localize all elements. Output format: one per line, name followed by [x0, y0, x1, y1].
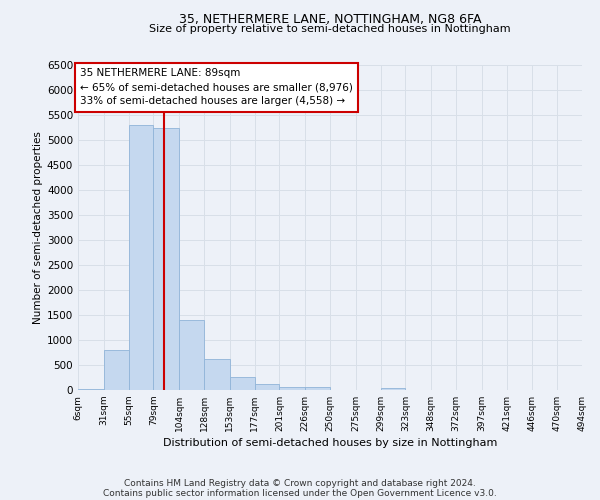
Text: Contains public sector information licensed under the Open Government Licence v3: Contains public sector information licen…: [103, 488, 497, 498]
Bar: [128, 125, 154, 390]
Text: Contains HM Land Registry data © Crown copyright and database right 2024.: Contains HM Land Registry data © Crown c…: [124, 478, 476, 488]
Bar: [204, 359, 230, 390]
Bar: [78, 388, 104, 390]
Bar: [154, 128, 179, 390]
Bar: [280, 387, 305, 390]
Bar: [104, 350, 128, 390]
Text: 35 NETHERMERE LANE: 89sqm
← 65% of semi-detached houses are smaller (8,976)
33% : 35 NETHERMERE LANE: 89sqm ← 65% of semi-…: [80, 68, 353, 106]
Text: 35, NETHERMERE LANE, NOTTINGHAM, NG8 6FA: 35, NETHERMERE LANE, NOTTINGHAM, NG8 6FA: [179, 12, 481, 26]
Bar: [305, 387, 330, 390]
Bar: [380, 388, 406, 390]
Bar: [230, 377, 254, 390]
Text: Size of property relative to semi-detached houses in Nottingham: Size of property relative to semi-detach…: [149, 24, 511, 34]
Bar: [254, 384, 280, 390]
X-axis label: Distribution of semi-detached houses by size in Nottingham: Distribution of semi-detached houses by …: [163, 438, 497, 448]
Bar: [179, 320, 204, 390]
Y-axis label: Number of semi-detached properties: Number of semi-detached properties: [33, 131, 43, 324]
